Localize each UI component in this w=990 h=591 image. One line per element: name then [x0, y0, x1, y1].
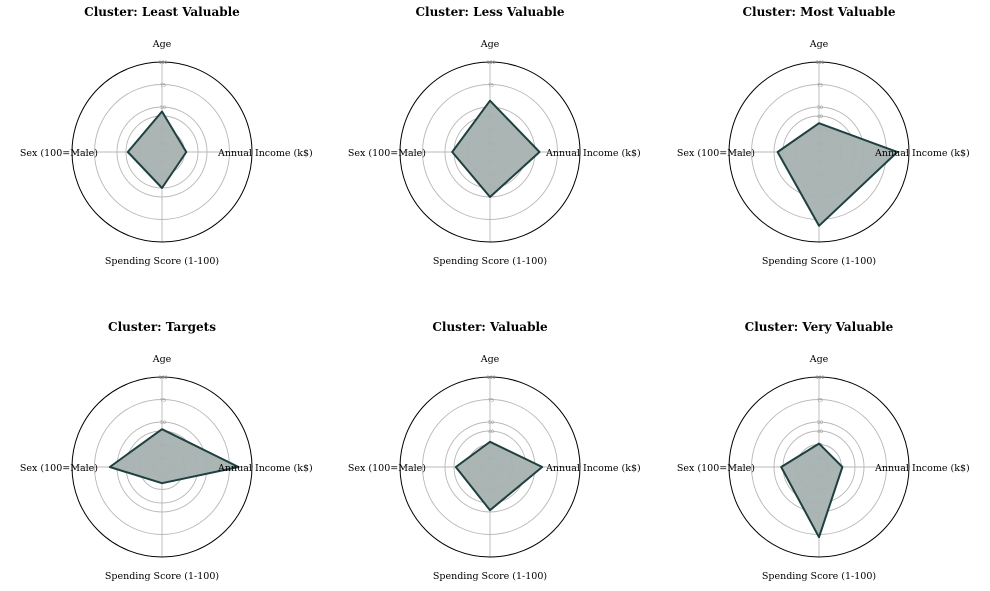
outer-frame [728, 376, 910, 558]
axis-label-sex-100-male: Sex (100=Male) [677, 148, 755, 159]
axis-label-annual-income-k: Annual Income (k$) [874, 463, 970, 474]
panel-title: Cluster: Least Valuable [84, 5, 240, 19]
axis-label-spending-score-1-100: Spending Score (1-100) [762, 571, 876, 582]
panel-title: Cluster: Very Valuable [745, 320, 894, 334]
tick-label: 75 [817, 398, 823, 404]
panel-title: Cluster: Less Valuable [415, 5, 564, 19]
axis-label-spending-score-1-100: Spending Score (1-100) [762, 256, 876, 267]
axis-label-spending-score-1-100: Spending Score (1-100) [433, 571, 547, 582]
tick-label: 100 [816, 60, 825, 66]
tick-label: 100 [816, 375, 825, 381]
tick-label: 100 [487, 60, 496, 66]
tick-label: 75 [160, 83, 166, 89]
outer-frame [71, 61, 253, 243]
data-polygon [108, 428, 240, 485]
axis-label-sex-100-male: Sex (100=Male) [677, 463, 755, 474]
axis-label-spending-score-1-100: Spending Score (1-100) [105, 256, 219, 267]
axis-label-annual-income-k: Annual Income (k$) [545, 463, 641, 474]
radar-panel-cluster-valuable: Cluster: Valuable1025405075100AgeAnnual … [348, 320, 641, 582]
outer-frame [399, 61, 581, 243]
axis-label-annual-income-k: Annual Income (k$) [545, 148, 641, 159]
outer-frame [399, 376, 581, 558]
radar-panel-cluster-less-valuable: Cluster: Less Valuable1025405075100AgeAn… [348, 5, 641, 267]
tick-label: 75 [488, 398, 494, 404]
tick-label: 40 [817, 114, 823, 120]
axis-label-age: Age [809, 39, 829, 50]
radar-panel-cluster-targets: Cluster: Targets1025405075100AgeAnnual I… [20, 320, 313, 582]
axis-label-sex-100-male: Sex (100=Male) [20, 148, 98, 159]
data-polygon [454, 440, 544, 512]
axis-label-spending-score-1-100: Spending Score (1-100) [433, 256, 547, 267]
tick-label: 100 [487, 375, 496, 381]
axis-label-annual-income-k: Annual Income (k$) [217, 463, 313, 474]
tick-label: 75 [488, 83, 494, 89]
panel-title: Cluster: Valuable [432, 320, 548, 334]
axis-label-annual-income-k: Annual Income (k$) [874, 148, 970, 159]
tick-label: 75 [160, 398, 166, 404]
tick-label: 100 [159, 375, 168, 381]
data-polygon [126, 110, 188, 189]
outer-frame [71, 376, 253, 558]
tick-label: 40 [488, 429, 494, 435]
axis-label-spending-score-1-100: Spending Score (1-100) [105, 571, 219, 582]
outer-frame [728, 61, 910, 243]
radar-panel-cluster-least-valuable: Cluster: Least Valuable1025405075100AgeA… [20, 5, 313, 267]
tick-label: 50 [817, 105, 823, 111]
panel-title: Cluster: Most Valuable [742, 5, 895, 19]
axis-label-annual-income-k: Annual Income (k$) [217, 148, 313, 159]
axis-label-age: Age [809, 354, 829, 365]
axis-label-age: Age [480, 39, 500, 50]
axis-label-age: Age [152, 39, 172, 50]
axis-label-age: Age [152, 354, 172, 365]
panel-title: Cluster: Targets [108, 320, 216, 334]
tick-label: 50 [160, 105, 166, 111]
data-polygon [776, 122, 899, 227]
radar-panel-cluster-most-valuable: Cluster: Most Valuable1025405075100AgeAn… [677, 5, 970, 267]
tick-label: 50 [160, 420, 166, 426]
tick-label: 50 [817, 420, 823, 426]
axis-label-sex-100-male: Sex (100=Male) [348, 148, 426, 159]
axis-label-sex-100-male: Sex (100=Male) [20, 463, 98, 474]
tick-label: 100 [159, 60, 168, 66]
data-polygon [780, 442, 844, 539]
data-polygon [451, 99, 541, 198]
tick-label: 40 [817, 429, 823, 435]
tick-label: 50 [488, 420, 494, 426]
axis-label-sex-100-male: Sex (100=Male) [348, 463, 426, 474]
axis-label-age: Age [480, 354, 500, 365]
tick-label: 75 [817, 83, 823, 89]
radar-panel-cluster-very-valuable: Cluster: Very Valuable1025405075100AgeAn… [677, 320, 970, 582]
